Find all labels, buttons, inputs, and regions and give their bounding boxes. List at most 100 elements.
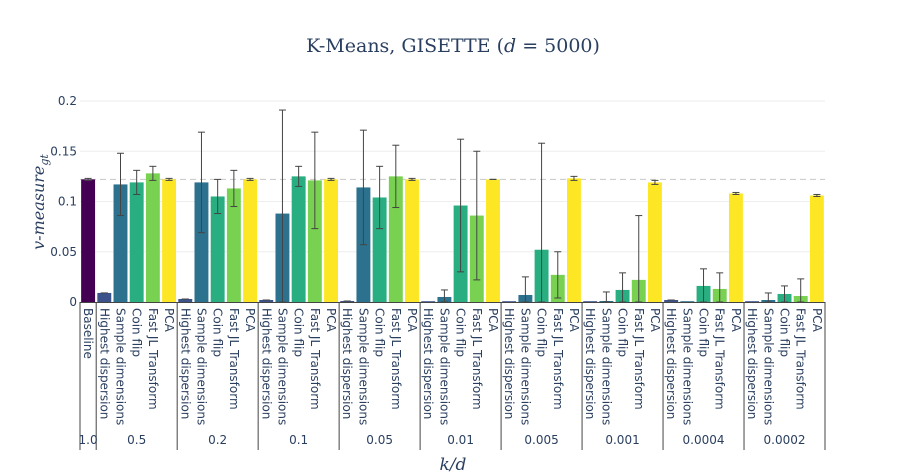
bar bbox=[307, 180, 322, 302]
group-label: 0.05 bbox=[366, 433, 393, 447]
bar bbox=[145, 173, 160, 302]
group-label: 0.0004 bbox=[683, 433, 725, 447]
bar bbox=[243, 179, 258, 302]
title-var: d bbox=[504, 35, 516, 57]
category-tick-label: Highest dispersion bbox=[178, 308, 192, 419]
title-eq: = 5000) bbox=[516, 35, 600, 57]
category-tick-label: Highest dispersion bbox=[97, 308, 111, 419]
category-tick-label: PCA bbox=[729, 308, 743, 333]
category-tick-label: Fast JL Transform bbox=[389, 308, 403, 410]
x-axis-title: k/d bbox=[440, 455, 467, 475]
group-label: 0.5 bbox=[127, 433, 146, 447]
category-tick-label: PCA bbox=[810, 308, 824, 333]
bar bbox=[81, 179, 96, 302]
bar bbox=[728, 193, 743, 302]
category-tick-label: PCA bbox=[648, 308, 662, 333]
bar bbox=[583, 301, 598, 302]
bar bbox=[340, 300, 355, 302]
category-tick-label: Fast JL Transform bbox=[227, 308, 241, 410]
bar bbox=[486, 179, 500, 302]
category-tick-label: Sample dimensions bbox=[680, 308, 694, 425]
category-tick-label: Coin flip bbox=[454, 308, 468, 357]
bar bbox=[259, 299, 274, 302]
bar bbox=[664, 299, 679, 302]
category-tick-label: Highest dispersion bbox=[664, 308, 678, 419]
bar bbox=[421, 301, 436, 302]
group-label: 1.0 bbox=[79, 433, 98, 447]
category-tick-label: Coin flip bbox=[616, 308, 630, 357]
category-tick-label: PCA bbox=[243, 308, 257, 333]
category-tick-label: Highest dispersion bbox=[421, 308, 435, 419]
group-label: 0.1 bbox=[289, 433, 308, 447]
group-labels: 1.0 0.5 0.2 0.1 0.05 0.01 0.005 0.001 0.0004 0.00… bbox=[79, 433, 806, 447]
category-tick-label: Sample dimensions bbox=[437, 308, 451, 425]
y-tick-label: 0.15 bbox=[50, 144, 77, 158]
group-label: 0.005 bbox=[524, 433, 558, 447]
y-axis-title-sub: gt bbox=[38, 154, 51, 166]
bar bbox=[226, 188, 241, 302]
title-text: K-Means, GISETTE ( bbox=[306, 35, 504, 57]
category-tick-label: Sample dimensions bbox=[113, 308, 127, 425]
y-axis-title: v-measuregt bbox=[29, 154, 51, 250]
group-label: 0.2 bbox=[208, 433, 227, 447]
bar bbox=[680, 301, 695, 302]
group-label: 0.0002 bbox=[764, 433, 806, 447]
category-tick-label: Sample dimensions bbox=[599, 308, 613, 425]
y-tick-label: 0 bbox=[69, 295, 77, 309]
bar bbox=[324, 179, 338, 302]
bar bbox=[291, 176, 306, 302]
y-tick-label: 0.2 bbox=[58, 94, 77, 108]
category-tick-label: PCA bbox=[567, 308, 581, 333]
category-tick-label: Coin flip bbox=[130, 308, 144, 357]
y-tick-label: 0.05 bbox=[50, 245, 77, 259]
y-axis-title-main: v-measure bbox=[29, 166, 48, 250]
category-tick-label: Sample dimensions bbox=[275, 308, 289, 425]
category-tick-label: Fast JL Transform bbox=[713, 308, 727, 410]
bar bbox=[178, 298, 193, 302]
category-tick-label: PCA bbox=[162, 308, 176, 333]
category-tick-label: Highest dispersion bbox=[745, 308, 759, 419]
group-label: 0.001 bbox=[605, 433, 639, 447]
category-tick-label: Fast JL Transform bbox=[146, 308, 160, 410]
bar bbox=[567, 178, 581, 302]
bar bbox=[745, 301, 760, 302]
y-tick-label: 0.1 bbox=[58, 195, 77, 209]
y-tick-labels: 0 0.05 0.1 0.15 0.2 bbox=[50, 94, 77, 309]
category-tick-label: Sample dimensions bbox=[518, 308, 532, 425]
category-tick-label: Fast JL Transform bbox=[308, 308, 322, 410]
category-tick-label: Highest dispersion bbox=[502, 308, 516, 419]
group-dividers bbox=[79, 302, 826, 450]
bar bbox=[129, 182, 144, 302]
gridlines bbox=[80, 100, 825, 253]
group-label: 0.01 bbox=[447, 433, 474, 447]
bar bbox=[809, 195, 824, 302]
category-tick-label: PCA bbox=[324, 308, 338, 333]
category-tick-label: Coin flip bbox=[292, 308, 306, 357]
bar bbox=[194, 182, 209, 302]
bar bbox=[113, 184, 128, 302]
category-tick-label: Baseline bbox=[81, 308, 95, 359]
category-tick-label: Fast JL Transform bbox=[794, 308, 808, 410]
category-tick-label: Highest dispersion bbox=[340, 308, 354, 419]
category-tick-label: Coin flip bbox=[373, 308, 387, 357]
category-tick-label: Coin flip bbox=[535, 308, 549, 357]
category-tick-label: PCA bbox=[486, 308, 500, 333]
category-tick-label: Coin flip bbox=[697, 308, 711, 357]
category-labels: Baseline Highest dispersion Sample dimensi… bbox=[81, 308, 824, 425]
bar bbox=[372, 197, 387, 302]
category-tick-label: Fast JL Transform bbox=[551, 308, 565, 410]
category-tick-label: PCA bbox=[405, 308, 419, 333]
category-tick-label: Sample dimensions bbox=[194, 308, 208, 425]
bar bbox=[162, 179, 177, 302]
category-tick-label: Sample dimensions bbox=[356, 308, 370, 425]
category-tick-label: Highest dispersion bbox=[583, 308, 597, 419]
category-tick-label: Fast JL Transform bbox=[470, 308, 484, 410]
bars bbox=[81, 173, 824, 302]
bar bbox=[210, 196, 225, 302]
category-tick-label: Highest dispersion bbox=[259, 308, 273, 419]
bar bbox=[97, 292, 112, 302]
bar bbox=[502, 301, 517, 302]
chart-title: K-Means, GISETTE (d = 5000) bbox=[306, 35, 600, 57]
category-tick-label: Sample dimensions bbox=[761, 308, 775, 425]
